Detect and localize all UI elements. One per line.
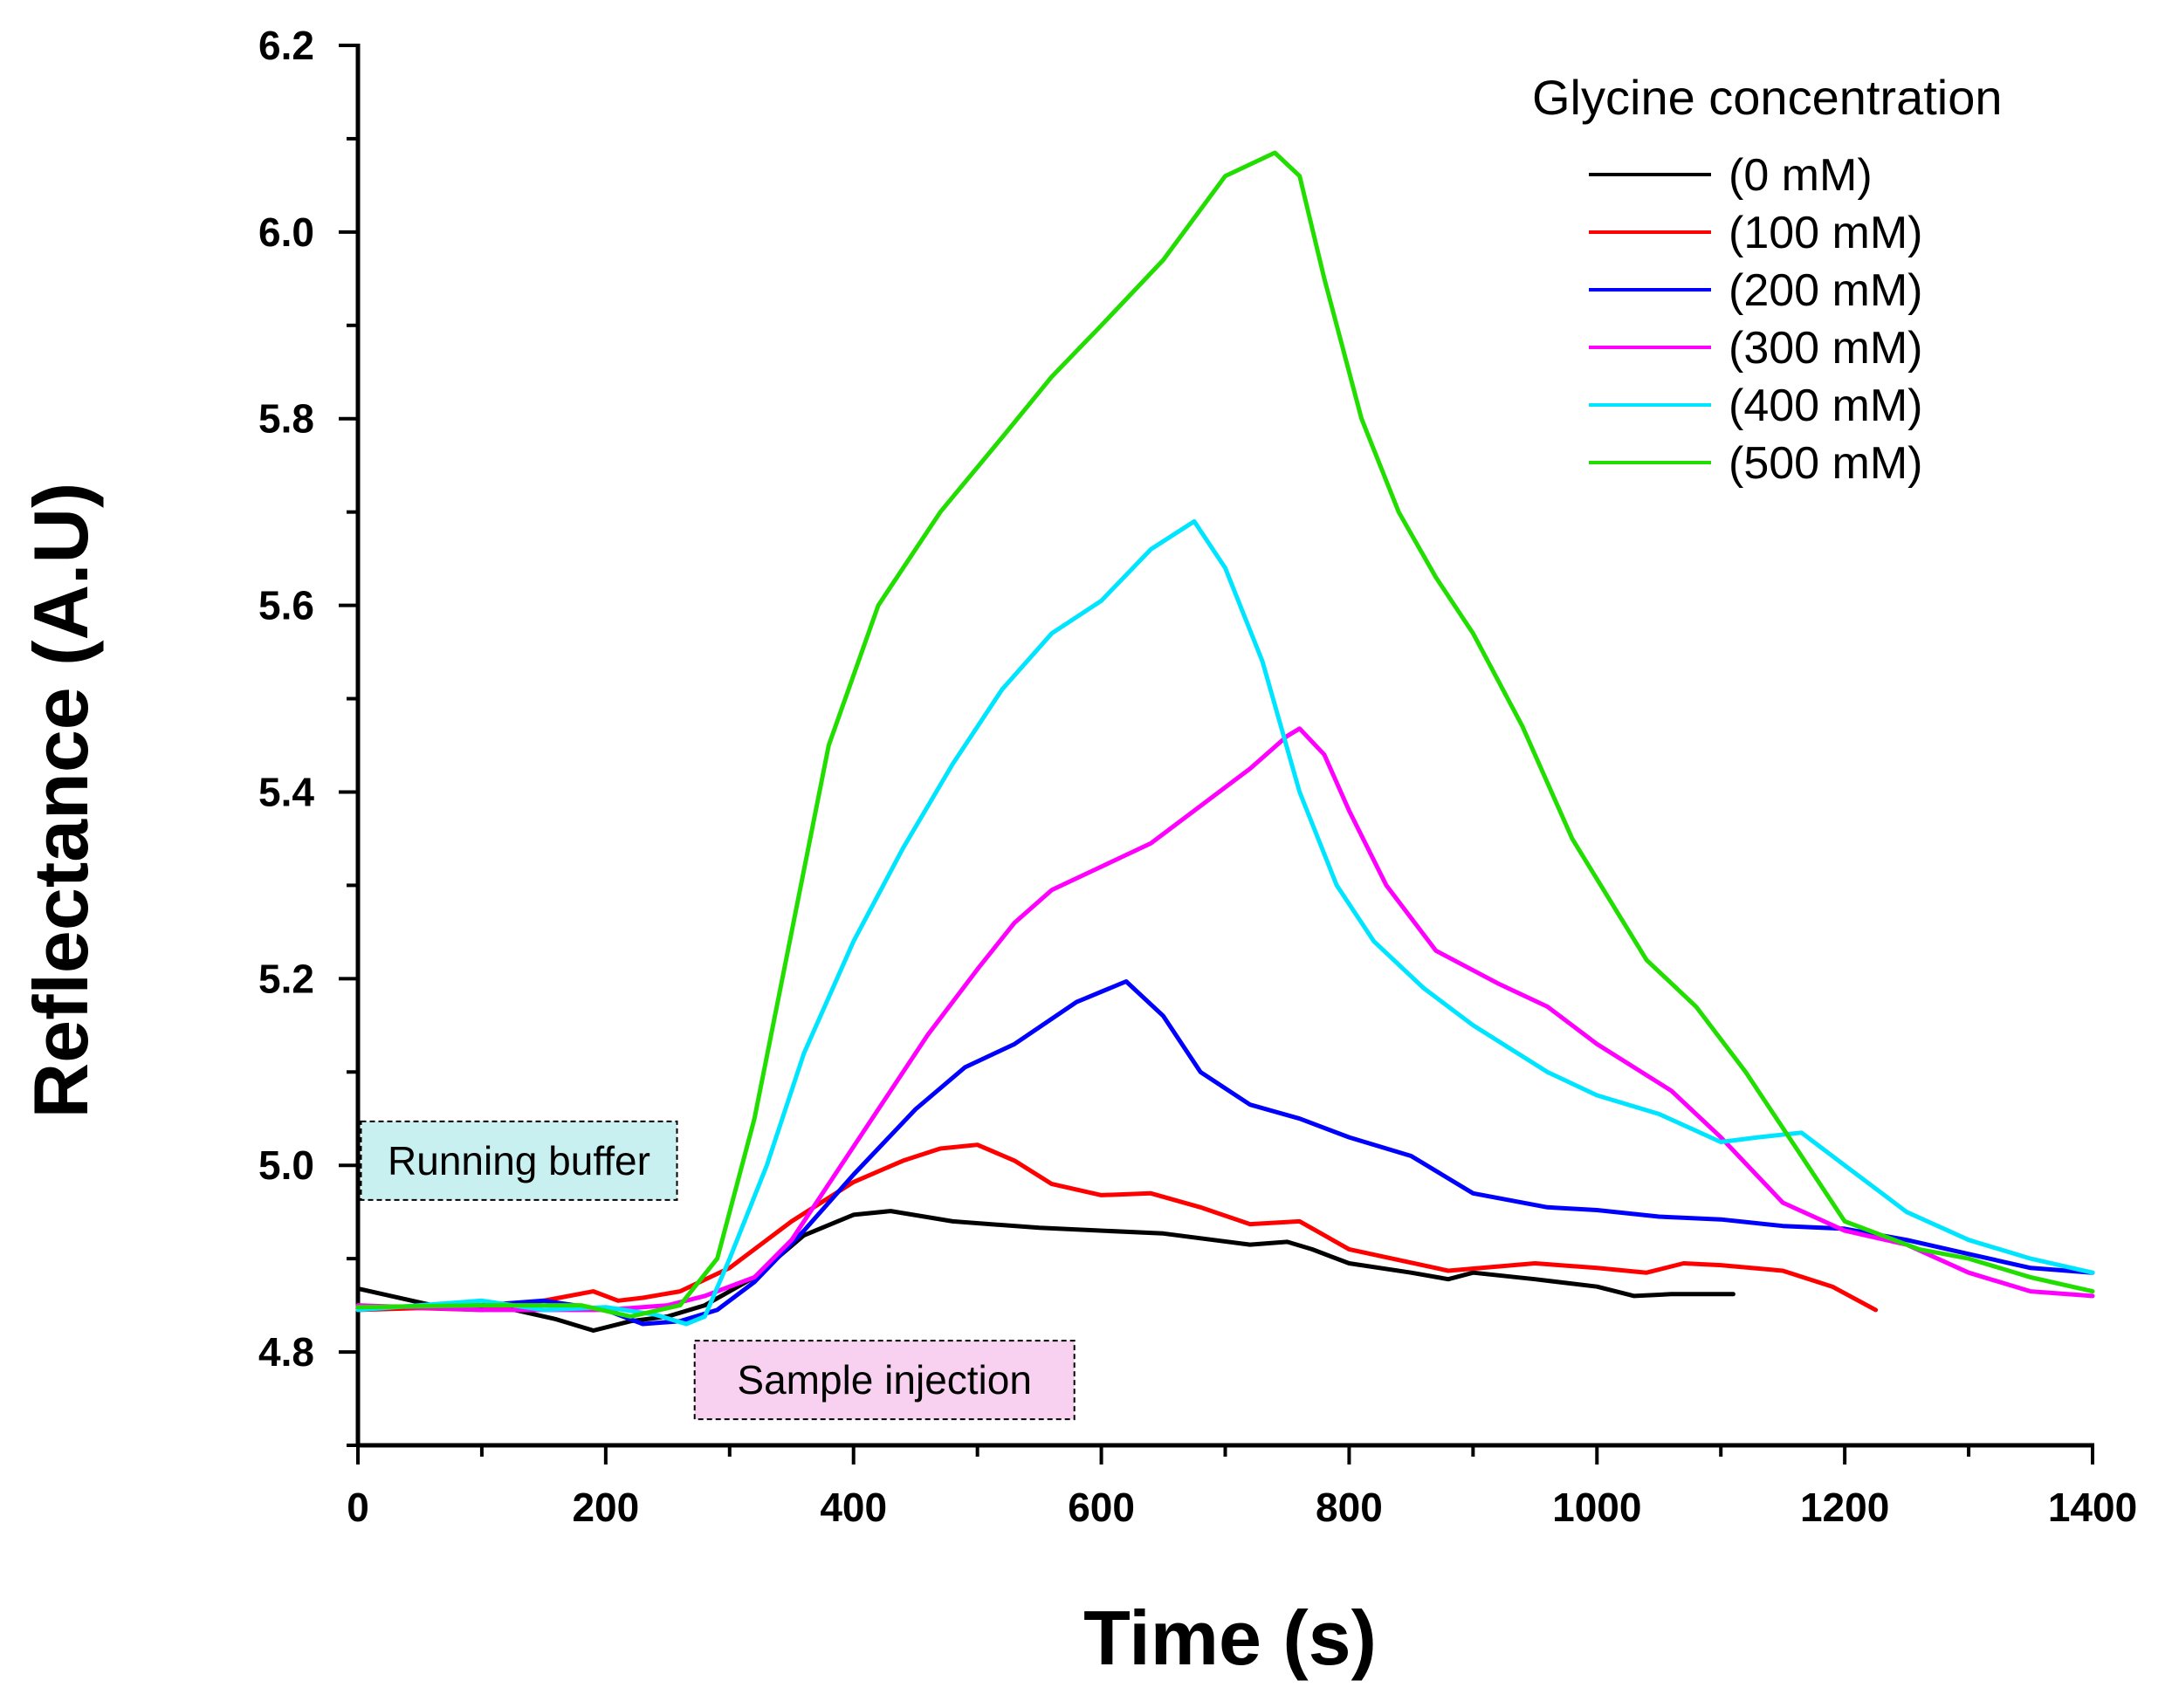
annotation-label: Running buffer bbox=[388, 1138, 650, 1183]
x-tick-label: 600 bbox=[1068, 1485, 1135, 1530]
legend-label: (200 mM) bbox=[1729, 265, 1922, 316]
data-series bbox=[355, 150, 2095, 1333]
x-tick-label: 800 bbox=[1316, 1485, 1383, 1530]
annotation-box bbox=[693, 1340, 1076, 1421]
y-tick-label: 6.0 bbox=[258, 209, 314, 255]
y-tick-label: 5.8 bbox=[258, 396, 314, 442]
x-tick-label: 400 bbox=[820, 1485, 887, 1530]
y-tick-label: 5.0 bbox=[258, 1142, 314, 1188]
y-tick-label: 5.4 bbox=[258, 769, 314, 814]
legend-label: (400 mM) bbox=[1729, 381, 1922, 431]
series-line-200mm bbox=[355, 979, 2095, 1327]
legend-label: (300 mM) bbox=[1729, 323, 1922, 374]
axes: 0 200 400 600 800 1000 1200 1400 4.8 5.0 5.2 5.4 5.6… bbox=[258, 23, 2137, 1530]
x-tick-label: 1000 bbox=[1552, 1485, 1641, 1530]
y-tick-label: 6.2 bbox=[258, 23, 314, 68]
legend: Glycine concentration (0 mM) (100 mM) (200 … bbox=[1532, 70, 2003, 489]
x-tick-label: 1200 bbox=[1800, 1485, 1889, 1530]
y-tick-label: 5.2 bbox=[258, 956, 314, 1001]
x-tick-label: 200 bbox=[572, 1485, 639, 1530]
annotations: Running buffer Sample injection bbox=[360, 1120, 1076, 1421]
series-line-0mm bbox=[355, 1209, 1736, 1333]
y-axis-title: Reflectance (A.U) bbox=[17, 483, 104, 1119]
series-line-100mm bbox=[355, 1142, 1879, 1313]
legend-label: (100 mM) bbox=[1729, 208, 1922, 258]
legend-title: Glycine concentration bbox=[1532, 70, 2003, 125]
series-line-500mm bbox=[355, 150, 2095, 1319]
legend-label: (500 mM) bbox=[1729, 438, 1922, 489]
y-tick-label: 5.6 bbox=[258, 583, 314, 628]
y-tick-label: 4.8 bbox=[258, 1329, 314, 1375]
series-line-400mm bbox=[355, 518, 2095, 1327]
series-line-300mm bbox=[355, 726, 2095, 1313]
x-axis-title: Time (s) bbox=[1083, 1595, 1377, 1681]
x-tick-label: 0 bbox=[347, 1485, 369, 1530]
annotation-label: Sample injection bbox=[737, 1357, 1032, 1403]
annotation-box bbox=[360, 1120, 678, 1201]
legend-label: (0 mM) bbox=[1729, 150, 1873, 201]
x-tick-label: 1400 bbox=[2048, 1485, 2137, 1530]
